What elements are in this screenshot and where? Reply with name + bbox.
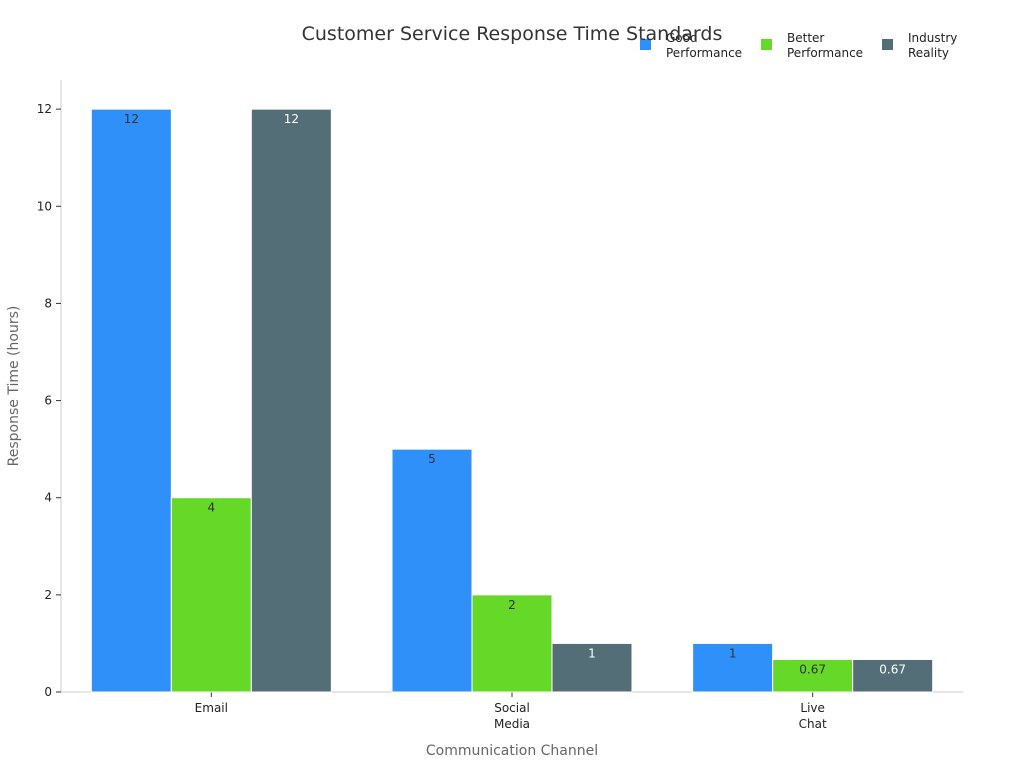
bar <box>250 108 332 693</box>
legend: Good Performance Better Performance Industry… <box>640 31 957 60</box>
bar <box>170 497 252 693</box>
bar <box>692 642 774 693</box>
y-tick-label: 8 <box>44 296 52 310</box>
y-axis-title: Response Time (hours) <box>6 306 22 467</box>
bar <box>391 448 473 693</box>
legend-swatch <box>761 39 772 50</box>
y-tick-label: 4 <box>44 491 52 505</box>
y-tick-label: 0 <box>44 685 52 699</box>
bar-value-label: 1 <box>588 646 596 660</box>
y-tick-label: 10 <box>37 199 52 213</box>
x-tick-label: Email <box>195 701 228 715</box>
chart-title: Customer Service Response Time Standards <box>302 23 723 45</box>
bar <box>772 658 854 693</box>
legend-label: Good Performance <box>666 31 742 60</box>
bar-value-label: 12 <box>284 112 299 126</box>
bar-value-label: 0.67 <box>799 662 826 676</box>
legend-label: Better Performance <box>787 31 863 60</box>
bar <box>551 642 633 693</box>
bar <box>90 108 172 693</box>
legend-label: Industry Reality <box>908 31 957 60</box>
bar-value-label: 0.67 <box>879 662 906 676</box>
x-tick-label: Live Chat <box>799 701 827 731</box>
legend-swatch <box>882 39 893 50</box>
y-tick-label: 6 <box>44 394 52 408</box>
bar-value-label: 4 <box>208 501 216 515</box>
bar <box>852 658 934 693</box>
y-tick-label: 12 <box>37 102 52 116</box>
bar-value-label: 1 <box>729 646 737 660</box>
legend-swatch <box>640 39 651 50</box>
y-tick-label: 2 <box>44 588 52 602</box>
bar-value-label: 12 <box>124 112 139 126</box>
x-tick-label: Social Media <box>494 701 530 731</box>
x-axis-title: Communication Channel <box>426 743 598 759</box>
bar-value-label: 5 <box>428 452 436 466</box>
bars: 12 4 12 5 2 1 1 0.67 0.67 <box>90 108 934 693</box>
bar-value-label: 2 <box>508 598 516 612</box>
